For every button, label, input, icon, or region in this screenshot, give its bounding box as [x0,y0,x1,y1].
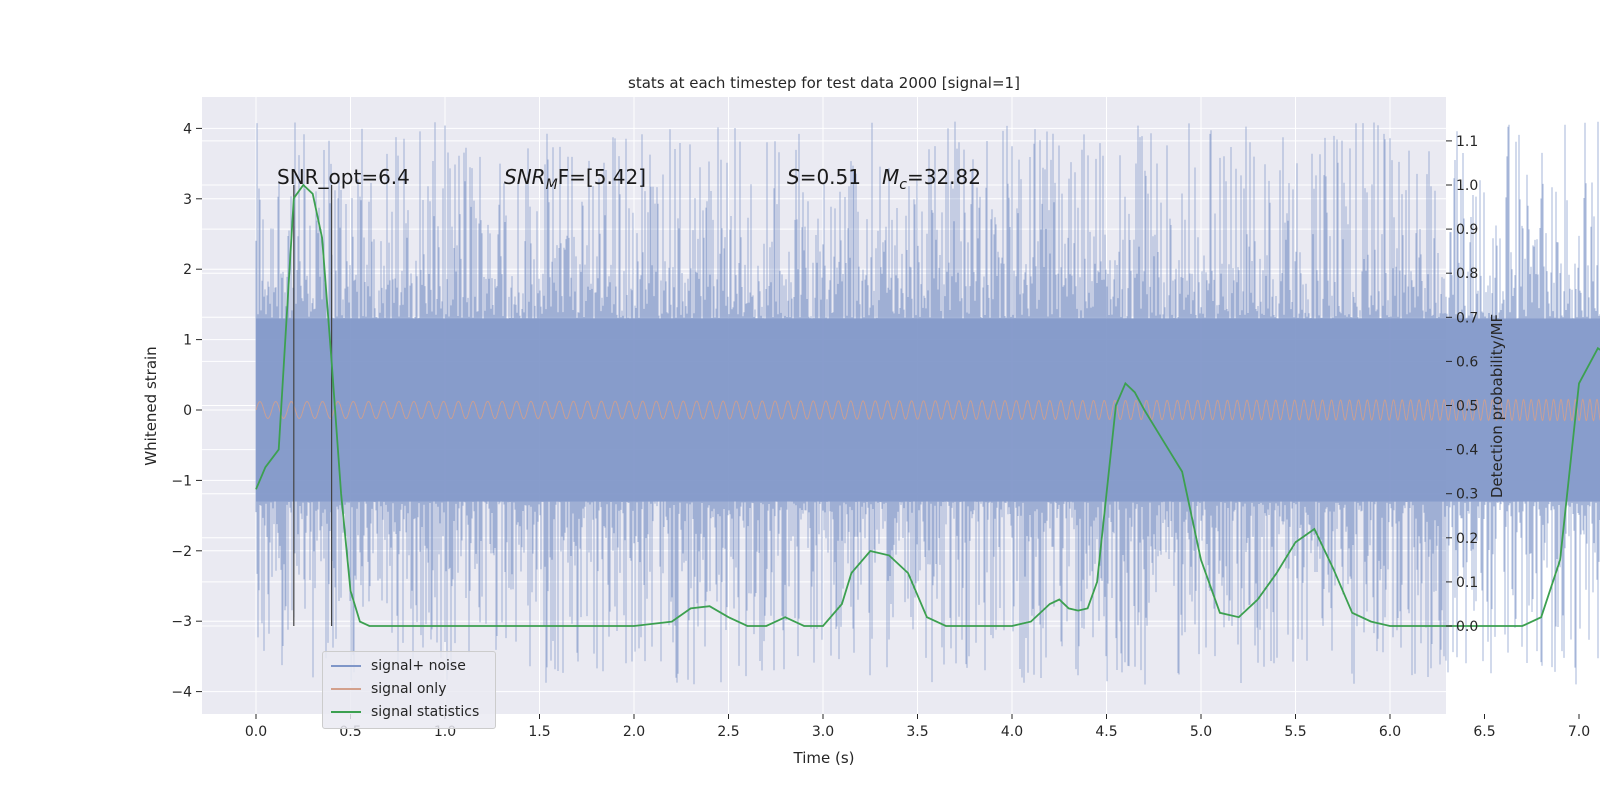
snr-mf-value: F=[5.42] [558,165,646,189]
x-axis-label: Time (s) [793,749,855,767]
s-symbol: S [787,165,800,189]
chart-title: stats at each timestep for test data 200… [628,74,1020,92]
signal-statistics-series [255,183,1600,627]
snr-mf-symbol: SNR [504,165,546,189]
mc-symbol: M [882,165,899,189]
signal-only-line [255,398,1600,422]
x-tick-label: 1.5 [528,724,550,740]
y-left-tick-label: 0 [183,403,192,419]
annotation-snr-opt: SNR_opt=6.4 [277,165,410,189]
y-right-tick-label: 1.0 [1456,178,1478,194]
mc-value: =32.82 [907,165,981,189]
y-right-axis-label: Detection probability/MF [1488,314,1506,498]
annotation-snr-mf: SNRMF=[5.42] [504,165,646,193]
y-left-axis-label: Whitened strain [142,346,160,465]
y-right-tick-label: 0.8 [1456,266,1478,282]
y-left-tick-label: −1 [171,473,192,489]
signal-statistics-line [255,183,1600,627]
y-right-tick-label: 0.7 [1456,310,1478,326]
y-left-tick-label: 1 [183,333,192,349]
x-tick-label: 0.0 [245,724,267,740]
x-tick-label: 5.5 [1284,724,1306,740]
x-tick-label: 2.0 [623,724,645,740]
legend: signal+ noise signal only signal statist… [322,651,496,729]
x-axis-ticks: 0.0 0.5 1.0 1.5 2.0 2.5 3.0 3.5 4.0 4.5 5.0 5.5 6.0 6… [245,714,1590,740]
y-left-tick-label: 3 [183,192,192,208]
x-tick-label: 4.0 [1001,724,1023,740]
vertical-markers [293,185,333,626]
legend-swatch-signal-statistics [331,711,361,713]
x-tick-label: 4.5 [1095,724,1117,740]
y-right-tick-label: 0.4 [1456,443,1478,459]
y-left-tick-label: 2 [183,262,192,278]
y-right-tick-label: 0.6 [1456,354,1478,370]
x-tick-label: 7.0 [1568,724,1590,740]
y-left-tick-label: −3 [171,614,192,630]
y-left-axis-ticks: 4 3 2 1 0 −1 −2 −3 −4 [171,121,202,701]
legend-label-signal-noise: signal+ noise [371,658,466,674]
mc-subscript: c [899,177,907,193]
legend-item-signal-statistics: signal statistics [331,701,479,723]
noise-spikes [255,121,1600,685]
signal-only-series [255,398,1600,422]
legend-item-signal-only: signal only [331,678,446,700]
y-left-tick-label: −4 [171,685,192,701]
x-tick-label: 2.5 [717,724,739,740]
legend-label-signal-statistics: signal statistics [371,704,480,720]
legend-swatch-signal-only [331,688,361,690]
snr-mf-subscript: M [546,177,558,193]
y-right-tick-label: 0.3 [1456,487,1478,503]
y-right-tick-label: 0.0 [1456,619,1478,635]
legend-swatch-signal-noise [331,665,361,667]
y-right-tick-label: 1.1 [1456,134,1478,150]
y-left-tick-label: 4 [183,121,192,137]
s-value: =0.51 [800,165,861,189]
legend-label-signal-only: signal only [371,681,447,697]
y-right-tick-label: 0.9 [1456,222,1478,238]
signal-noise-series [255,121,1600,685]
x-tick-label: 6.0 [1379,724,1401,740]
annotation-s: S=0.51 [787,165,861,189]
x-tick-label: 3.0 [812,724,834,740]
x-tick-label: 6.5 [1473,724,1495,740]
x-tick-label: 3.5 [906,724,928,740]
y-right-tick-label: 0.1 [1456,575,1478,591]
y-right-tick-label: 0.5 [1456,399,1478,415]
y-left-tick-label: −2 [171,544,192,560]
legend-item-signal-noise: signal+ noise [331,655,466,677]
y-right-tick-label: 0.2 [1456,531,1478,547]
annotation-mc: Mc=32.82 [882,165,981,193]
y-right-axis-ticks: 1.1 1.0 0.9 0.8 0.7 0.6 0.5 0.4 0.3 0.2 0.1 0.0 [1446,134,1478,635]
x-tick-label: 5.0 [1190,724,1212,740]
